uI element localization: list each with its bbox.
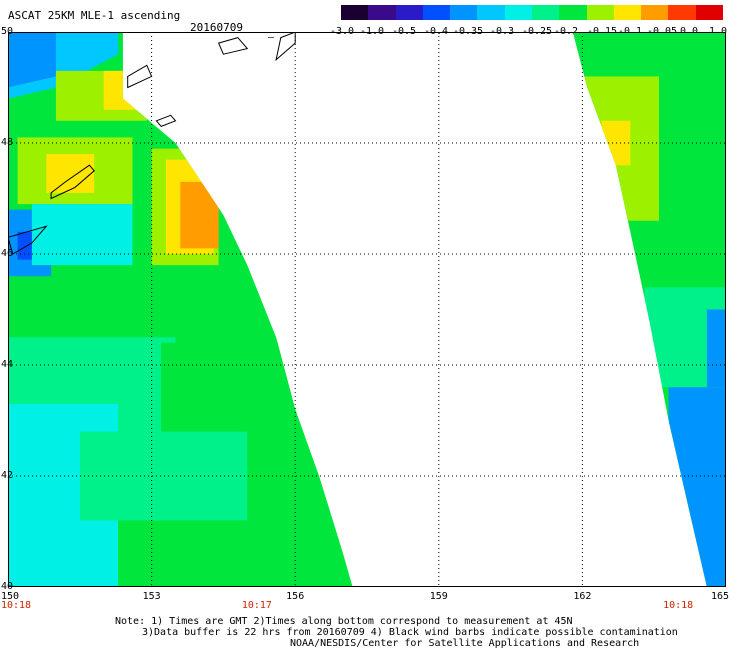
colorbar-swatch: [695, 5, 723, 20]
colorbar-swatch: [613, 5, 642, 20]
color-scale-bar: [341, 5, 723, 20]
latitude-label: 50: [1, 26, 14, 37]
swath-time-label: 10:18: [663, 600, 694, 611]
island-outline: [275, 32, 296, 62]
swath-time-label: 10:17: [241, 600, 272, 611]
map-date: 20160709: [190, 21, 243, 34]
colorbar-swatch: [341, 5, 369, 20]
colorbar-swatch: [559, 5, 587, 20]
wind-field-patch: [46, 154, 95, 193]
island-outline: [127, 64, 153, 89]
colorbar-swatch: [395, 5, 423, 20]
grid-layer: [8, 32, 726, 587]
latitude-label: 42: [1, 470, 14, 481]
colorbar-label: -0.4: [423, 26, 449, 37]
colorbar-label: -1.0: [359, 26, 385, 37]
colorbar-label: -0.05: [646, 26, 678, 37]
colorbar-swatch: [531, 5, 560, 20]
footer-credit: NOAA/NESDIS/Center for Satellite Applica…: [290, 638, 640, 649]
colorbar-label: -0.25: [521, 26, 553, 37]
longitude-label: 156: [286, 591, 305, 602]
colorbar-swatch: [477, 5, 505, 20]
colorbar-label: -0.5: [391, 26, 417, 37]
swath-field-west: [8, 32, 305, 587]
longitude-label: 150: [0, 591, 20, 602]
colorbar-label: -3.0: [329, 26, 355, 37]
wind-field-patch: [601, 120, 631, 166]
colorbar-swatch: [422, 5, 451, 20]
latitude-label: 46: [1, 248, 14, 259]
wind-field-patch: [79, 431, 248, 521]
swath-layer: [8, 32, 726, 587]
colorbar-swatch: [586, 5, 614, 20]
colorbar-label: -0.2: [553, 26, 579, 37]
island-outline: [50, 164, 95, 200]
colorbar-label: 0.0: [679, 26, 699, 37]
colorbar-swatch: [450, 5, 478, 20]
tick-mark: –: [268, 32, 275, 43]
latitude-label: 44: [1, 359, 14, 370]
latitude-label: 40: [1, 581, 14, 592]
swath-time-label: 10:18: [0, 600, 32, 611]
colorbar-swatch: [641, 5, 669, 20]
plot-frame: [8, 32, 726, 587]
footer-note-1: Note: 1) Times are GMT 2)Times along bot…: [115, 616, 573, 627]
wind-field-patch: [8, 32, 56, 88]
wind-field-patch: [31, 204, 133, 266]
latitude-label: 48: [1, 137, 14, 148]
wind-field-patch: [668, 387, 726, 587]
wind-field-patch: [644, 287, 726, 388]
longitude-label: 159: [429, 591, 448, 602]
longitude-label: 162: [573, 591, 592, 602]
wind-field-patch: [180, 181, 219, 249]
longitude-label: 153: [142, 591, 161, 602]
colorbar-label: -0.1: [617, 26, 643, 37]
colorbar-swatch: [668, 5, 696, 20]
footer-note-2: 3)Data buffer is 22 hrs from 20160709 4)…: [142, 627, 678, 638]
colorbar-label: -0.15: [586, 26, 618, 37]
wind-field-patch: [55, 70, 147, 121]
island-outline: [155, 114, 177, 127]
colorbar-swatch: [368, 5, 396, 20]
island-outline: [8, 225, 48, 255]
coastline-layer: [8, 32, 296, 255]
longitude-label: 165: [710, 591, 730, 602]
colorbar-swatch: [504, 5, 532, 20]
wind-field-patch: [103, 70, 157, 110]
wind-map-plot: [8, 32, 726, 587]
colorbar-label: 1.0: [708, 26, 728, 37]
island-outline: [217, 37, 249, 55]
map-title: ASCAT 25KM MLE-1 ascending: [8, 9, 181, 22]
colorbar-label: -0.35: [452, 26, 484, 37]
colorbar-label: -0.3: [489, 26, 515, 37]
wind-field-patch: [706, 309, 726, 388]
